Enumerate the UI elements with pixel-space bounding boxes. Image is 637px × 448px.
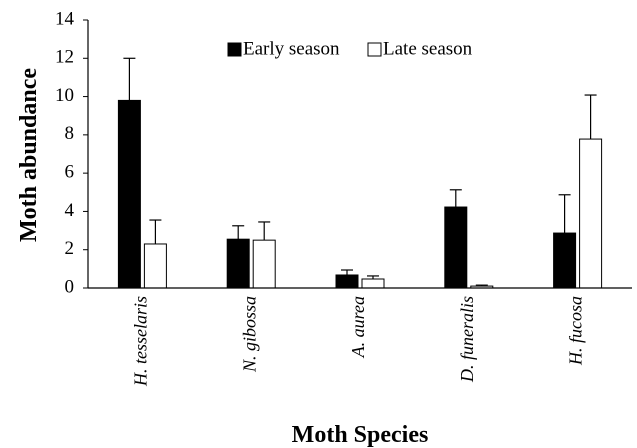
x-tick-label: D. funeralis <box>457 296 477 383</box>
x-tick-label: N. gibossa <box>239 296 259 373</box>
x-tick-label: A. aurea <box>348 296 368 358</box>
x-axis-title: Moth Species <box>292 422 429 448</box>
legend-swatch <box>367 42 382 57</box>
bar <box>335 274 359 289</box>
y-tick-label: 8 <box>65 123 75 144</box>
bar <box>361 278 385 289</box>
x-tick-label: H. tesselaris <box>131 296 151 387</box>
bar <box>579 138 603 289</box>
legend-label: Late season <box>383 38 473 59</box>
y-tick-label: 2 <box>65 238 75 259</box>
y-tick-label: 6 <box>65 162 75 183</box>
y-tick-label: 0 <box>65 276 75 297</box>
y-tick-label: 10 <box>55 85 74 106</box>
bar <box>226 238 250 289</box>
bar <box>143 243 167 289</box>
bar <box>117 99 141 289</box>
bar <box>553 232 577 289</box>
bar <box>444 206 468 289</box>
y-axis-title: Moth abundance <box>16 68 42 242</box>
legend-label: Early season <box>243 38 340 59</box>
x-tick-label: H. fucosa <box>566 296 586 366</box>
bar <box>252 239 276 289</box>
legend-swatch <box>227 42 242 57</box>
y-tick-label: 12 <box>55 47 74 68</box>
y-tick-label: 4 <box>65 200 75 221</box>
y-tick-label: 14 <box>55 8 75 29</box>
